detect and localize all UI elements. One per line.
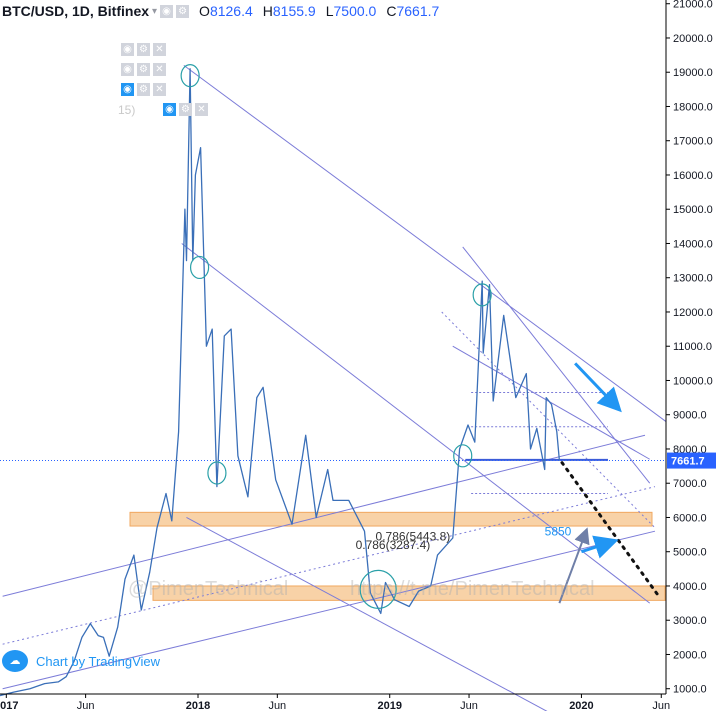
fib-label: 0.786(5443.8) [376,530,451,544]
indicator-row-4[interactable]: ◉ ⚙ ✕ [163,103,208,117]
projection-path [560,461,660,597]
circle-marker [453,444,473,468]
open-label: O [199,3,210,19]
low-label: L [325,3,334,19]
trend-arrow [558,527,590,604]
trendlines [0,64,667,711]
gear-icon[interactable]: ⚙ [137,83,150,96]
y-tick-label: 9000.0 [673,410,707,422]
x-tick-label: Jun [268,700,286,711]
support-zone [129,511,653,527]
trendline [462,246,651,484]
y-tick-label: 21000.0 [673,0,713,11]
price-line [0,68,561,697]
chart-header: BTC/USD, 1D, Bitfinex ▾ ◉ ⚙ O 8126.4 H 8… [0,0,439,22]
eye-icon[interactable]: ◉ [121,83,134,96]
circle-marker [472,283,492,307]
tradingview-text: Chart by TradingView [36,653,161,669]
close-icon[interactable]: ✕ [195,103,208,116]
trend-arrow [580,535,619,559]
circle-marker [189,255,210,280]
dotted-trendline [441,311,656,529]
support-zones [129,511,666,601]
circle-marker [207,461,227,485]
indicator-row-3[interactable]: ◉ ⚙ ✕ [121,83,166,97]
y-tick-label: 1000.0 [673,684,707,696]
indicator-panel [0,22,122,122]
close-label: C [386,3,397,19]
x-tick-label: Jun [652,700,670,711]
gear-icon[interactable]: ⚙ [176,4,190,18]
close-icon[interactable]: ✕ [153,43,166,56]
y-tick-label: 5000.0 [673,547,707,559]
dotted-trendline [2,486,656,645]
dropdown-caret-icon[interactable]: ▾ [152,5,158,17]
gear-icon[interactable]: ⚙ [137,63,150,76]
trendline [183,64,667,422]
gear-icon[interactable]: ⚙ [179,103,192,116]
y-tick-label: 4000.0 [673,581,707,593]
eye-icon[interactable]: ◉ [121,43,134,56]
fib-label: 5850 [545,525,572,539]
indicator-params: 15) [118,103,136,117]
trendline [181,243,651,604]
last-price-badge [667,452,716,469]
high-value: 8155.9 [272,3,316,19]
low-value: 7500.0 [333,3,377,19]
fib-label: 0.786(3287.4) [356,538,431,552]
eye-icon[interactable]: ◉ [163,103,176,116]
x-tick-label: Jun [77,700,95,711]
gear-icon[interactable]: ⚙ [137,43,150,56]
trendline [2,530,656,690]
y-tick-label: 14000.0 [673,238,713,250]
trendline [452,345,650,460]
y-tick-label: 20000.0 [673,33,713,45]
y-tick-label: 18000.0 [673,101,713,113]
y-tick-label: 6000.0 [673,512,707,524]
indicator-row-1[interactable]: ◉ ⚙ ✕ [121,43,166,57]
symbol-title[interactable]: BTC/USD, 1D, Bitfinex [2,3,150,19]
indicator-row-2[interactable]: ◉ ⚙ ✕ [121,63,166,77]
eye-icon[interactable]: ◉ [160,4,174,18]
y-tick-label: 11000.0 [673,341,712,353]
tradingview-badge[interactable]: ☁ Chart by TradingView [2,650,160,672]
x-tick-label: Jun [460,700,478,711]
high-label: H [262,3,273,19]
tradingview-cloud-icon: ☁ [2,650,28,672]
price-series [0,68,561,697]
y-tick-label: 7000.0 [673,478,707,490]
x-tick-label: 2017 [0,700,19,711]
trendline [2,434,646,597]
y-tick-label: 15000.0 [673,204,713,216]
trend-arrow [574,362,622,413]
x-tick-label: 2019 [377,700,401,711]
y-tick-label: 19000.0 [673,67,713,79]
y-tick-label: 2000.0 [673,649,707,661]
open-value: 8126.4 [209,3,253,19]
y-tick-label: 3000.0 [673,615,707,627]
watermark-text: @PimenTechnical [128,578,288,600]
watermark-url: https://t.me/PimenTechnical [350,578,595,600]
close-value: 7661.7 [396,3,440,19]
eye-icon[interactable]: ◉ [121,63,134,76]
support-zone [152,585,666,601]
close-icon[interactable]: ✕ [153,63,166,76]
last-price-label: 7661.7 [671,456,705,468]
close-icon[interactable]: ✕ [153,83,166,96]
y-tick-label: 10000.0 [673,375,713,387]
circle-marker [180,64,200,88]
y-tick-label: 17000.0 [673,136,713,148]
y-tick-label: 16000.0 [673,170,713,182]
annotations: 0.786(5443.8)0.786(3287.4) 5850 @PimenTech… [128,64,660,610]
y-tick-label: 13000.0 [673,273,713,285]
y-tick-label: 12000.0 [673,307,713,319]
x-tick-label: 2018 [186,700,210,711]
circle-marker [359,569,397,610]
x-tick-label: 2020 [569,700,593,711]
